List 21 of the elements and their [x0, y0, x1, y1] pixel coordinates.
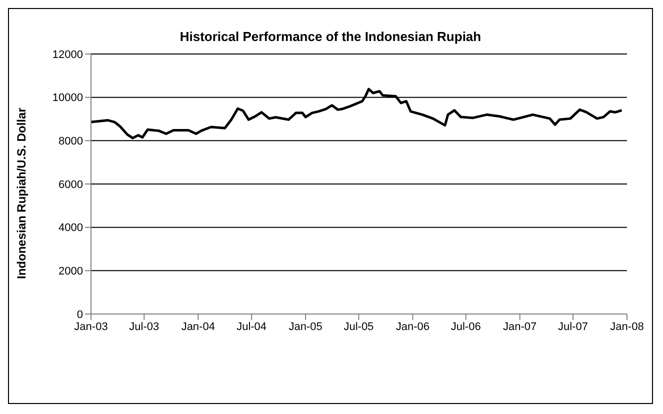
line-series — [91, 88, 623, 140]
x-tick-label: Jan-06 — [396, 320, 430, 333]
x-tick-label: Jul-05 — [344, 320, 374, 333]
x-tick-label: Jul-06 — [450, 320, 481, 333]
x-tick-label: Jul-03 — [129, 320, 160, 333]
chart-title: Historical Performance of the Indonesian Rupiah — [178, 29, 482, 44]
x-tick-label: Jul-07 — [558, 320, 588, 333]
x-tick-label: Jul-04 — [236, 320, 267, 333]
y-tick-label: 10000 — [52, 92, 83, 104]
y-tick-label: 2000 — [58, 266, 83, 278]
x-tick-label: Jan-04 — [181, 320, 215, 333]
y-axis-title: Indonesian Rupiah/U.S. Dollar — [14, 107, 28, 279]
y-tick-label: 8000 — [58, 136, 83, 148]
y-tick-label: 12000 — [52, 48, 83, 61]
x-tick-label: Jan-05 — [288, 320, 322, 333]
y-tick-label: 6000 — [58, 178, 83, 191]
y-tick-label: 0 — [76, 308, 83, 321]
x-tick-label: Jan-08 — [610, 320, 644, 333]
y-tick-label: 4000 — [58, 222, 83, 234]
x-tick-label: Jan-03 — [74, 320, 108, 333]
x-tick-label: Jan-07 — [503, 320, 537, 333]
